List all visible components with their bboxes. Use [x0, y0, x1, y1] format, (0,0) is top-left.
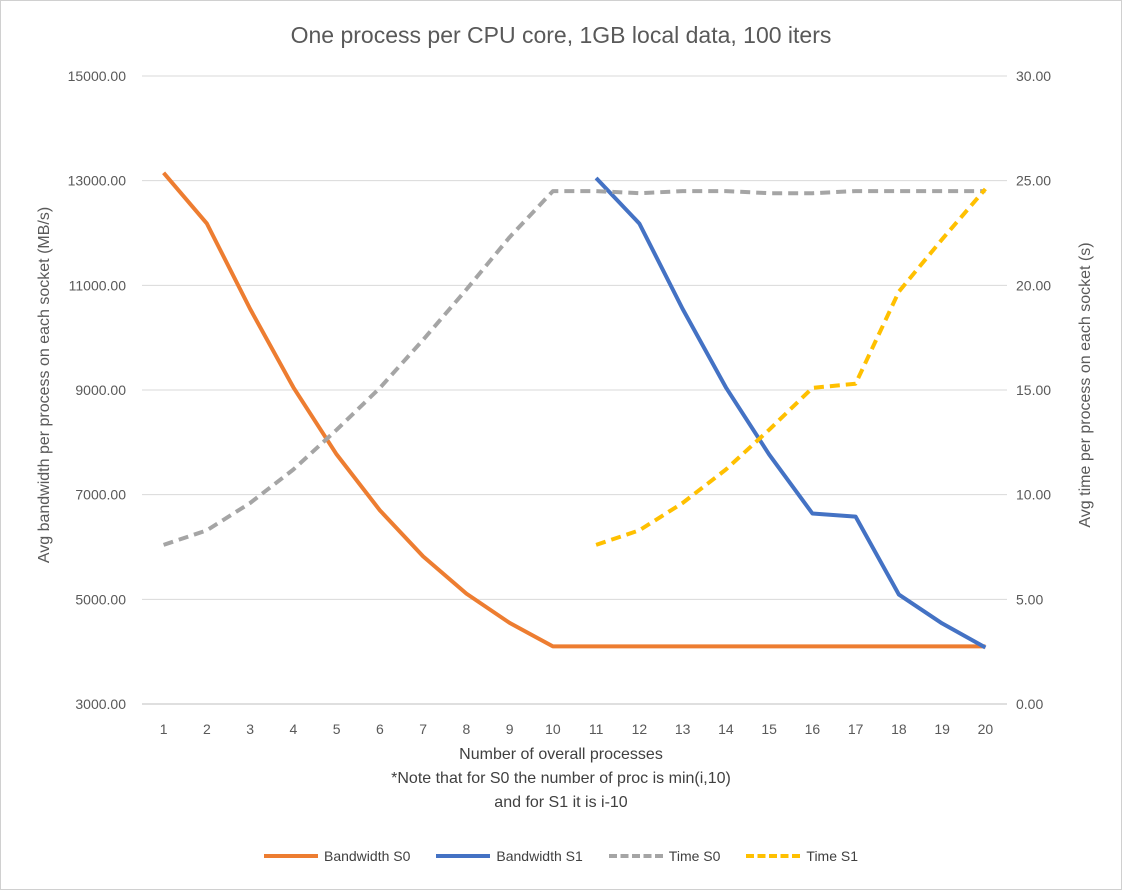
y-tick-label: 9000.00 [75, 382, 126, 398]
legend-item-time-s0: Time S0 [608, 848, 721, 864]
x-tick-label: 11 [589, 721, 604, 737]
y2-tick-label: 5.00 [1016, 591, 1043, 607]
x-tick-label: 7 [419, 721, 427, 737]
y-tick-label: 7000.00 [75, 487, 126, 503]
legend-swatch-bandwidth-s1 [436, 854, 491, 858]
x-axis-note-line-2: *Note that for S0 the number of proc is … [391, 770, 731, 787]
y2-axis-title: Avg time per process on each socket (s) [1077, 242, 1094, 527]
x-tick-label: 14 [718, 721, 734, 737]
x-tick-label: 2 [203, 721, 211, 737]
y2-tick-label: 0.00 [1016, 696, 1043, 712]
x-tick-label: 16 [805, 721, 821, 737]
y-axis-ticks: 3000.00 5000.00 7000.00 9000.00 11000.00 1300… [68, 68, 127, 712]
series-lines [162, 171, 987, 650]
x-tick-label: 3 [246, 721, 254, 737]
legend-label-bandwidth-s1: Bandwidth S1 [496, 848, 583, 864]
series-line-time-s0 [162, 189, 986, 547]
legend: Bandwidth S0 Bandwidth S1 Time S0 Time S… [0, 848, 1122, 864]
x-axis-note-line-3: and for S1 it is i-10 [494, 794, 628, 811]
y2-tick-label: 20.00 [1016, 277, 1051, 293]
x-tick-label: 10 [545, 721, 561, 737]
y2-tick-label: 25.00 [1016, 173, 1051, 189]
legend-item-bandwidth-s1: Bandwidth S1 [436, 848, 583, 864]
x-tick-label: 1 [160, 721, 168, 737]
legend-item-time-s1: Time S1 [746, 848, 858, 864]
legend-swatch-time-s1 [746, 854, 801, 858]
x-axis-title: Number of overall processes *Note that f… [0, 743, 1122, 815]
y-tick-label: 5000.00 [75, 591, 126, 607]
x-tick-label: 4 [289, 721, 297, 737]
legend-swatch-bandwidth-s0 [263, 854, 318, 858]
x-tick-label: 8 [462, 721, 470, 737]
y2-tick-label: 30.00 [1016, 68, 1051, 84]
legend-item-bandwidth-s0: Bandwidth S0 [263, 848, 411, 864]
gridlines [142, 75, 1007, 705]
x-tick-label: 12 [632, 721, 648, 737]
chart-title: One process per CPU core, 1GB local data… [290, 22, 832, 48]
series-line-bandwidth-s0 [162, 171, 986, 649]
y-axis-title: Avg bandwidth per process on each socket… [36, 207, 53, 563]
y2-tick-label: 10.00 [1016, 487, 1051, 503]
y-tick-label: 13000.00 [68, 173, 127, 189]
x-tick-label: 19 [934, 721, 950, 737]
x-axis-ticks: 1 2 3 4 5 6 7 8 9 10 11 12 13 14 15 16 17 18 19 20 [160, 721, 994, 737]
y-tick-label: 11000.00 [69, 277, 127, 293]
y-tick-label: 15000.00 [68, 68, 127, 84]
x-tick-label: 17 [848, 721, 864, 737]
x-tick-label: 20 [978, 721, 994, 737]
legend-label-time-s0: Time S0 [668, 848, 721, 864]
y-tick-label: 3000.00 [75, 696, 126, 712]
x-tick-label: 5 [333, 721, 341, 737]
x-tick-label: 15 [761, 721, 777, 737]
y2-axis-ticks: 0.00 5.00 10.00 15.00 20.00 25.00 30.00 [1016, 68, 1051, 712]
x-axis-title-line-1: Number of overall processes [459, 746, 663, 763]
x-tick-label: 18 [891, 721, 907, 737]
series-line-bandwidth-s1 [594, 176, 987, 650]
legend-swatch-time-s0 [608, 854, 663, 858]
x-tick-label: 6 [376, 721, 384, 737]
legend-label-time-s1: Time S1 [806, 848, 859, 864]
x-tick-label: 9 [506, 721, 514, 737]
x-tick-label: 13 [675, 721, 691, 737]
legend-label-bandwidth-s0: Bandwidth S0 [323, 848, 411, 864]
series-line-time-s1 [595, 187, 987, 547]
y2-tick-label: 15.00 [1016, 382, 1051, 398]
